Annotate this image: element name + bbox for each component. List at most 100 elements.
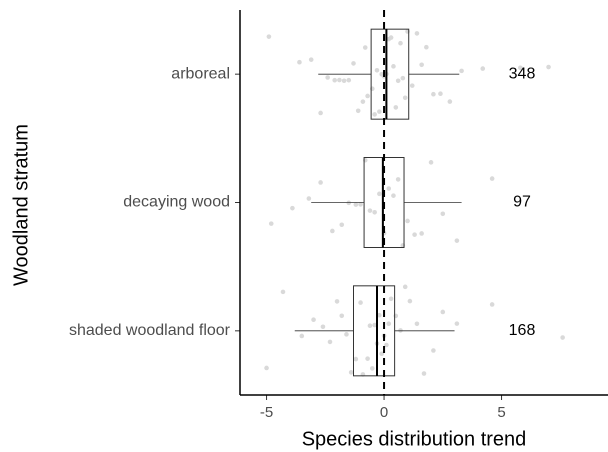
- data-point: [365, 93, 370, 99]
- data-point: [264, 365, 269, 371]
- x-tick-label: 0: [380, 404, 388, 421]
- data-point: [419, 231, 424, 236]
- data-point: [405, 218, 410, 224]
- data-point: [332, 77, 338, 83]
- data-point: [440, 211, 446, 217]
- data-point: [339, 313, 345, 319]
- count-label: 168: [509, 322, 536, 339]
- data-point: [348, 370, 354, 375]
- data-point: [480, 66, 486, 71]
- data-point: [297, 59, 302, 65]
- data-point: [353, 202, 359, 207]
- data-point: [320, 324, 326, 330]
- data-point: [290, 205, 295, 211]
- data-point: [351, 61, 356, 66]
- data-point: [268, 221, 274, 226]
- data-point: [280, 289, 286, 295]
- data-point: [377, 109, 382, 114]
- data-point: [398, 40, 403, 46]
- data-point: [374, 67, 380, 73]
- data-point: [395, 78, 401, 84]
- data-point: [391, 64, 396, 69]
- data-point: [431, 348, 436, 353]
- data-point: [330, 228, 335, 234]
- data-point: [447, 99, 453, 104]
- data-point: [560, 335, 565, 340]
- data-point: [365, 356, 370, 361]
- data-point: [367, 208, 373, 213]
- data-point: [325, 75, 330, 80]
- data-point: [377, 191, 382, 197]
- count-label: 348: [509, 65, 536, 82]
- data-point: [393, 105, 399, 110]
- data-point: [372, 112, 377, 117]
- x-axis-title: Species distribution trend: [302, 428, 527, 450]
- data-point: [424, 44, 429, 50]
- y-tick-label: decaying wood: [123, 194, 230, 211]
- data-point: [388, 296, 394, 302]
- data-point: [391, 193, 396, 198]
- data-point: [438, 91, 443, 97]
- data-point: [318, 110, 323, 116]
- data-point: [386, 186, 392, 191]
- data-point: [454, 238, 460, 243]
- data-point: [344, 332, 349, 337]
- data-point: [355, 108, 361, 114]
- data-point: [518, 65, 523, 71]
- data-point: [306, 196, 312, 201]
- data-point: [360, 99, 366, 104]
- data-point: [402, 95, 408, 101]
- data-point: [386, 321, 392, 327]
- data-point: [339, 222, 345, 228]
- box: [370, 28, 410, 120]
- data-point: [367, 323, 373, 329]
- data-point: [308, 57, 314, 62]
- data-point: [358, 202, 363, 207]
- data-point: [362, 45, 368, 50]
- box: [353, 285, 396, 377]
- data-point: [400, 75, 406, 81]
- data-point: [372, 322, 377, 328]
- data-point: [412, 232, 417, 237]
- data-point: [327, 339, 333, 345]
- data-point: [428, 160, 434, 165]
- x-tick-label: 5: [497, 404, 505, 421]
- data-point: [337, 77, 342, 83]
- count-label: 97: [513, 194, 531, 211]
- data-point: [431, 91, 436, 97]
- data-point: [377, 312, 382, 318]
- data-point: [311, 317, 316, 323]
- data-point: [459, 68, 464, 74]
- data-point: [395, 177, 401, 182]
- data-point: [370, 366, 375, 371]
- data-point: [384, 342, 389, 348]
- data-point: [353, 356, 359, 362]
- data-point: [546, 64, 551, 70]
- x-tick-label: -5: [260, 404, 273, 421]
- data-point: [421, 371, 427, 376]
- data-point: [372, 209, 377, 215]
- data-point: [398, 328, 403, 333]
- y-tick-label: arboreal: [171, 65, 230, 82]
- data-point: [299, 333, 305, 339]
- data-point: [318, 180, 323, 185]
- data-point: [346, 77, 352, 83]
- data-point: [409, 83, 415, 88]
- data-point: [489, 176, 495, 181]
- data-point: [341, 78, 347, 84]
- data-point: [414, 321, 420, 327]
- y-tick-label: shaded woodland floor: [69, 322, 231, 339]
- data-point: [454, 321, 460, 326]
- data-point: [407, 298, 413, 304]
- data-point: [402, 284, 408, 290]
- data-point: [358, 300, 363, 305]
- data-point: [489, 302, 495, 307]
- data-point: [266, 34, 272, 39]
- data-point: [388, 35, 394, 40]
- data-point: [379, 351, 385, 357]
- y-axis-title: Woodland stratum: [10, 124, 32, 286]
- data-point: [440, 309, 446, 315]
- data-point: [334, 299, 340, 304]
- data-point: [414, 31, 420, 36]
